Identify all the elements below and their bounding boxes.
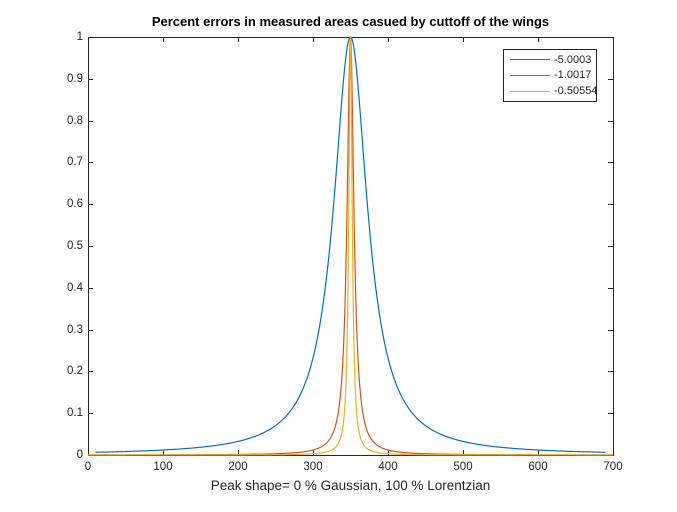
legend-line-sample bbox=[510, 74, 550, 76]
legend-line-sample bbox=[510, 90, 550, 92]
y-tick-label: 0.9 bbox=[67, 72, 83, 85]
legend-entry: -0.50554 bbox=[504, 84, 598, 99]
legend-label: -0.50554 bbox=[554, 85, 598, 98]
y-tick-label: 0.1 bbox=[67, 407, 83, 420]
legend-label: -5.0003 bbox=[554, 53, 592, 66]
x-tick-label: 400 bbox=[378, 461, 398, 473]
series-curve bbox=[87, 36, 614, 456]
y-tick-label: 0.6 bbox=[67, 198, 83, 211]
x-tick-label: 300 bbox=[303, 461, 323, 473]
x-tick-label: 600 bbox=[528, 461, 548, 473]
legend-label: -1.0017 bbox=[554, 69, 592, 82]
y-tick-label: 0.5 bbox=[67, 240, 83, 252]
legend-entry: -5.0003 bbox=[504, 52, 596, 67]
y-tick-label: 0.8 bbox=[67, 114, 83, 127]
legend-entry: -1.0017 bbox=[504, 68, 596, 83]
y-tick-label: 0.3 bbox=[67, 323, 83, 336]
y-tick-label: 0.2 bbox=[67, 365, 83, 378]
x-tick-label: 500 bbox=[453, 461, 473, 473]
legend-line-sample bbox=[510, 59, 550, 61]
y-tick-label: 0.7 bbox=[67, 156, 83, 169]
chart-title: Percent errors in measured areas casued … bbox=[151, 14, 550, 29]
y-tick-label: 0 bbox=[76, 449, 83, 461]
y-tick-label: 0.4 bbox=[67, 281, 83, 294]
y-tick-label: 1 bbox=[76, 31, 83, 43]
x-tick-label: 700 bbox=[603, 461, 623, 473]
legend: -5.0003 -1.0017 -0.50554 bbox=[503, 49, 597, 102]
x-tick-label: 100 bbox=[153, 461, 173, 473]
x-axis-label: Peak shape= 0 % Gaussian, 100 % Lorentzi… bbox=[210, 478, 491, 493]
x-tick-label: 0 bbox=[84, 461, 92, 473]
x-tick-label: 200 bbox=[228, 461, 248, 473]
